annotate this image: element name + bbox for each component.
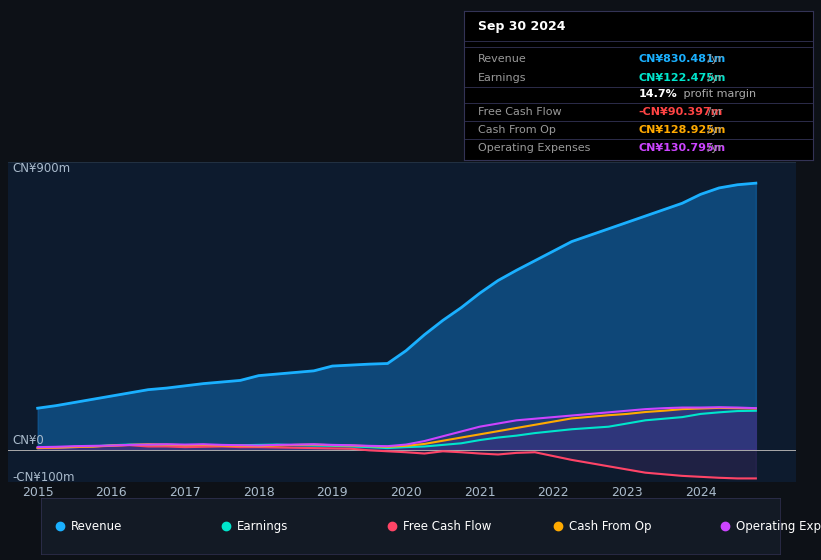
Text: Free Cash Flow: Free Cash Flow	[478, 107, 562, 117]
Text: profit margin: profit margin	[680, 89, 756, 99]
Text: Sep 30 2024: Sep 30 2024	[478, 20, 566, 32]
Text: Revenue: Revenue	[71, 520, 122, 533]
Text: Free Cash Flow: Free Cash Flow	[403, 520, 492, 533]
Text: Operating Expenses: Operating Expenses	[736, 520, 821, 533]
Text: -CN¥100m: -CN¥100m	[11, 472, 75, 484]
Text: /yr: /yr	[704, 107, 722, 117]
Text: Cash From Op: Cash From Op	[570, 520, 652, 533]
Text: Operating Expenses: Operating Expenses	[478, 143, 590, 153]
Text: Cash From Op: Cash From Op	[478, 125, 556, 135]
Text: /yr: /yr	[704, 143, 722, 153]
Text: CN¥900m: CN¥900m	[11, 162, 70, 175]
Text: CN¥0: CN¥0	[11, 434, 44, 447]
Text: 14.7%: 14.7%	[639, 89, 677, 99]
Text: CN¥128.925m: CN¥128.925m	[639, 125, 726, 135]
Text: Revenue: Revenue	[478, 54, 526, 64]
Text: CN¥130.795m: CN¥130.795m	[639, 143, 726, 153]
Text: /yr: /yr	[704, 73, 722, 83]
Text: CN¥122.475m: CN¥122.475m	[639, 73, 726, 83]
Text: -CN¥90.397m: -CN¥90.397m	[639, 107, 722, 117]
Text: /yr: /yr	[704, 125, 722, 135]
Text: Earnings: Earnings	[478, 73, 526, 83]
Text: CN¥830.481m: CN¥830.481m	[639, 54, 726, 64]
Text: Earnings: Earnings	[236, 520, 288, 533]
Text: /yr: /yr	[704, 54, 722, 64]
